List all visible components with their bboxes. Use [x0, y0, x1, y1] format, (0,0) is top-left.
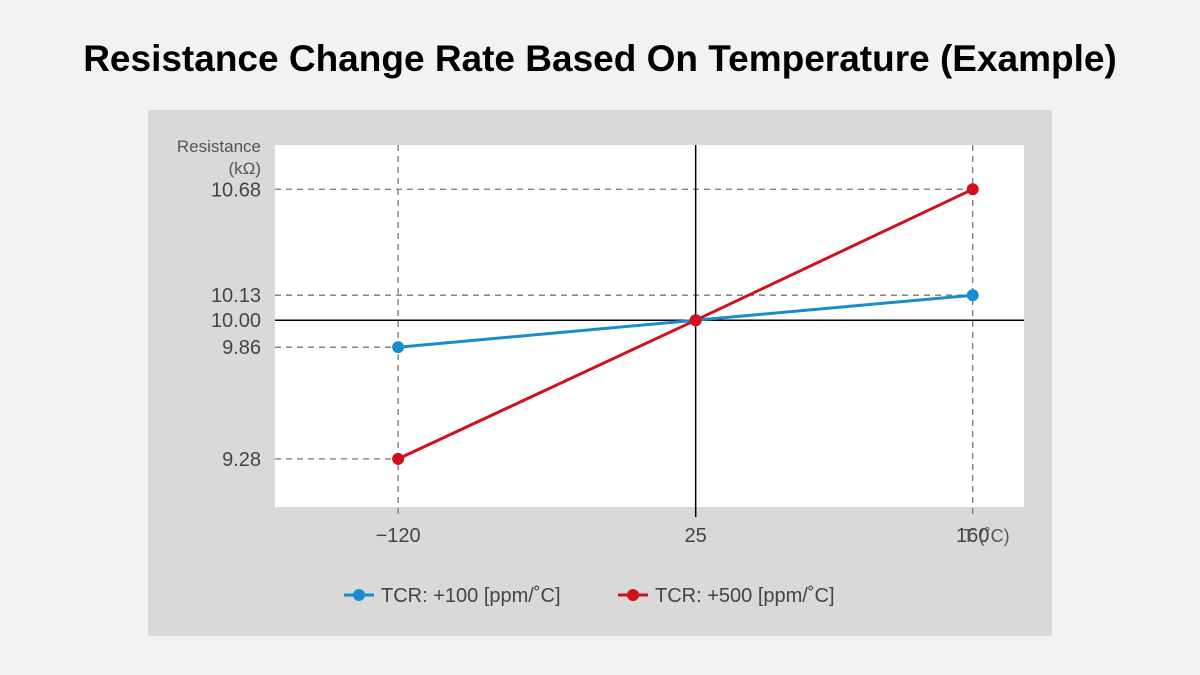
x-axis-title: T (˚C): [963, 526, 1010, 546]
y-tick-label: 10.13: [211, 285, 261, 307]
data-point-series-2: [392, 452, 405, 465]
y-tick-label: 10.68: [211, 179, 261, 201]
x-tick-label: 25: [685, 525, 707, 547]
y-axis-title: (kΩ): [228, 159, 261, 178]
legend-label-2: TCR: +500 [ppm/˚C]: [655, 585, 835, 607]
data-point-series-2: [689, 314, 702, 327]
legend-marker-1: [353, 589, 365, 601]
y-axis-title: Resistance: [177, 137, 261, 156]
data-point-series-2: [966, 183, 979, 196]
y-tick-label: 9.86: [222, 337, 261, 359]
series-layer: [392, 183, 979, 465]
legend-label-1: TCR: +100 [ppm/˚C]: [381, 585, 561, 607]
data-point-series-1: [392, 341, 405, 354]
tick-labels: Resistance (kΩ)10.68 10.13 10.00 9.86 9.28 −12…: [177, 137, 1010, 547]
legend-marker-2: [627, 589, 639, 601]
data-point-series-1: [966, 289, 979, 302]
plot-area: [275, 145, 1024, 507]
legend: TCR: +100 [ppm/˚C] TCR: +500 [ppm/˚C]: [344, 585, 835, 607]
y-tick-label: 10.00: [211, 310, 261, 332]
x-tick-label: 160: [956, 525, 989, 547]
axes: [275, 145, 1024, 517]
chart: Resistance (kΩ)10.68 10.13 10.00 9.86 9.28 −12…: [177, 137, 1024, 607]
chart-panel: Resistance (kΩ) 10.68 10.13 10.00 9.86 9.28 −12…: [148, 110, 1052, 636]
page-title: Resistance Change Rate Based On Temperat…: [83, 38, 1117, 79]
y-tick-label: 9.28: [222, 449, 261, 471]
x-tick-label: −120: [376, 525, 421, 547]
